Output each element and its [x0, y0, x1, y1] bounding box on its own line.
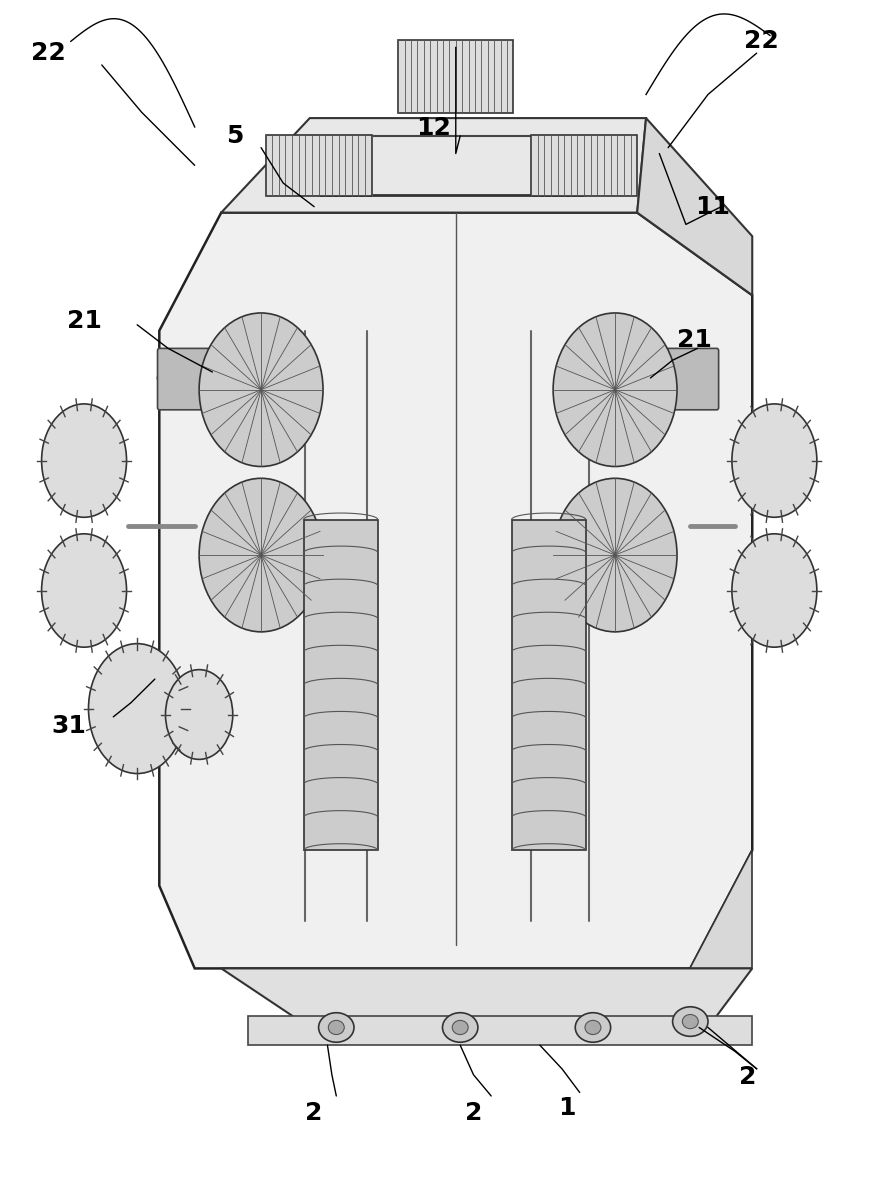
Ellipse shape — [585, 1020, 601, 1035]
Bar — [398, 40, 513, 113]
Circle shape — [42, 404, 127, 517]
Circle shape — [732, 534, 817, 647]
Text: 11: 11 — [695, 195, 730, 218]
FancyBboxPatch shape — [649, 348, 719, 410]
Ellipse shape — [328, 1020, 344, 1035]
Text: 22: 22 — [31, 41, 66, 65]
Ellipse shape — [682, 1014, 698, 1029]
Bar — [512, 520, 586, 850]
Polygon shape — [159, 213, 752, 968]
Ellipse shape — [319, 1012, 354, 1042]
Bar — [531, 135, 637, 196]
Circle shape — [732, 404, 817, 517]
Circle shape — [88, 644, 186, 774]
Text: 2: 2 — [465, 1101, 482, 1124]
Polygon shape — [690, 850, 752, 968]
Bar — [304, 520, 378, 850]
Text: 22: 22 — [743, 30, 779, 53]
Ellipse shape — [199, 313, 323, 466]
Text: 1: 1 — [558, 1096, 575, 1120]
Ellipse shape — [553, 313, 677, 466]
Text: 21: 21 — [66, 309, 102, 333]
Ellipse shape — [673, 1006, 708, 1037]
Ellipse shape — [199, 478, 323, 632]
Bar — [248, 1016, 752, 1045]
Bar — [266, 135, 372, 196]
Ellipse shape — [442, 1012, 478, 1042]
Circle shape — [42, 534, 127, 647]
Polygon shape — [221, 968, 752, 1027]
Ellipse shape — [452, 1020, 468, 1035]
Text: 31: 31 — [51, 715, 87, 738]
Text: 12: 12 — [416, 116, 451, 139]
Circle shape — [165, 670, 233, 759]
Text: 2: 2 — [305, 1101, 323, 1124]
Polygon shape — [221, 118, 646, 213]
FancyBboxPatch shape — [158, 348, 227, 410]
Ellipse shape — [553, 478, 677, 632]
Text: 2: 2 — [739, 1065, 757, 1089]
Text: 5: 5 — [226, 124, 243, 148]
Text: 21: 21 — [677, 328, 712, 352]
Polygon shape — [637, 118, 752, 295]
Ellipse shape — [575, 1012, 611, 1042]
